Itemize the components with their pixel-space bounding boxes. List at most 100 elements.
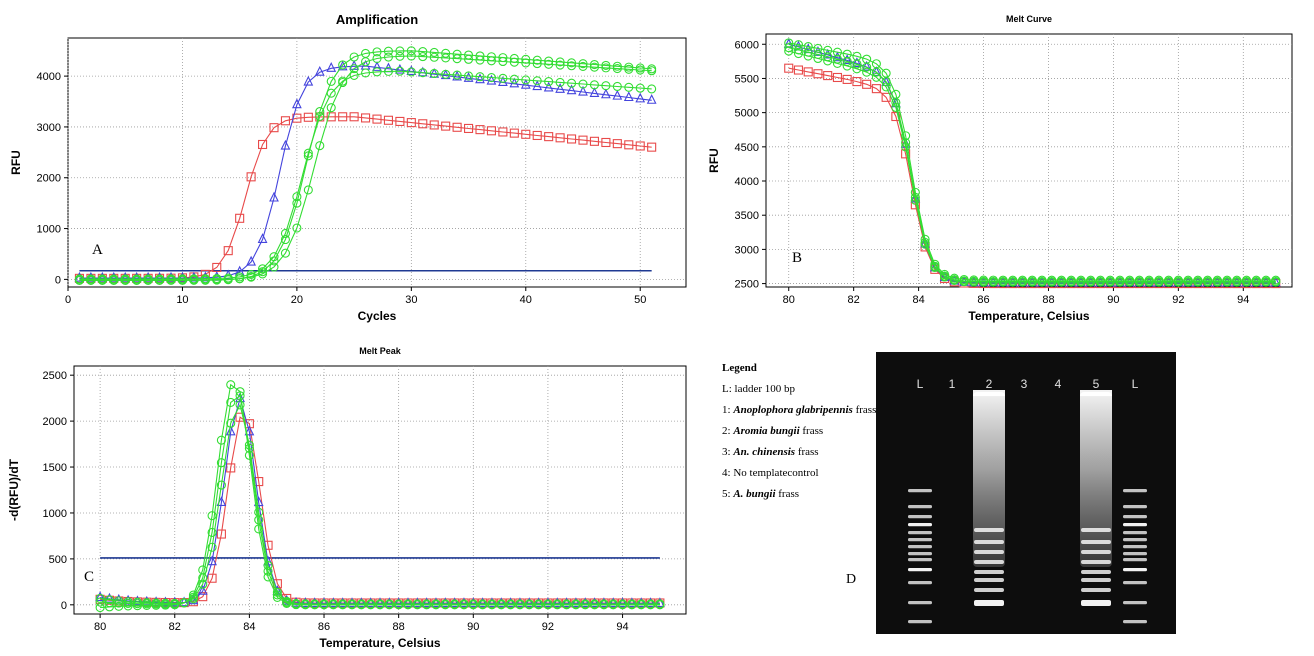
melt-peak-series-4-point [114,598,124,608]
amplification-series-4-point [578,61,588,72]
amplification-series-5-point [258,264,268,274]
amplification-series-4-point [544,59,554,69]
melt-peak-series-5-point [272,587,282,597]
amplification-series-5-point [166,274,176,284]
amplification-series-5-point [509,74,519,84]
amplification-series-2-point [600,88,611,99]
melt-peak-series-2-point [608,597,619,607]
x-tick-label: 94 [616,621,628,633]
melt-peak-series-5-point [291,598,301,609]
x-tick-label: 50 [634,294,646,306]
melt-curve-series-4-point [871,67,881,77]
melt-curve-chart: 80 82 84 86 88 90 92 94 2500 3000 3500 4000 4500 5000… [707,14,1293,323]
amplification-series-2-point [578,85,588,96]
x-tick-label: 80 [783,294,795,306]
melt-peak-series-2-point [477,597,488,607]
amplification-series-2-point [452,70,463,81]
grid-lines [766,34,1292,287]
melt-peak-series-5-point [534,599,544,609]
gel-lane-label: 5 [1093,377,1100,391]
melt-curve-series-5-point [842,61,852,71]
melt-peak-series-4-point [226,397,236,407]
amplification-series-1-point [452,122,462,132]
amplification-series-1-point [589,136,599,146]
melt-peak-series-2-point [617,597,628,607]
melt-curve-series-3-point [813,43,823,53]
amplification-series-5-point [326,88,336,98]
amplification-series-4-point [464,54,474,64]
amplification-series-5-point [177,274,187,284]
melt-curve-series-5-point [1017,277,1028,287]
amplification-series-3-point [544,56,554,66]
amplification-series-2-point [589,87,600,97]
amplification-series-2-point [486,74,497,85]
melt-peak-series-2-point [365,597,376,607]
melt-curve-series-4-point [784,43,794,53]
amplification-series-4-point [246,272,256,282]
melt-peak-series-2-point [449,597,460,607]
melt-curve-series-5-point [1222,277,1232,287]
melt-curve-series-5-point [1144,277,1154,287]
melt-peak-series-5-point [590,599,600,609]
melt-peak-series-5-point [198,579,208,589]
melt-curve-series-2-point [832,51,843,62]
melt-curve-series-5-point [1261,277,1271,287]
melt-peak-series-5-point [95,593,105,603]
legend-item-key: 2: [722,425,734,437]
melt-peak-series-5-point [487,599,497,609]
amplification-series-3-point [326,76,336,86]
melt-peak-series-5-point [104,595,115,605]
y-axis-label: -d(RFU)/dT [7,458,21,521]
x-tick-label: 80 [94,621,106,633]
melt-curve-series-5-point [1086,277,1096,287]
melt-peak-series-5-point [347,599,357,609]
amplification-series-3-point [441,48,451,58]
amplification-series-1-point [601,137,611,148]
amplification-series-4-point [292,223,302,233]
legend-item-text: frass [852,404,877,416]
amplification-series-1-point [532,130,542,141]
melt-curve-series-1-point [871,84,881,94]
melt-peak-series-2-point [496,597,507,607]
amplification-series-1-point [223,246,233,256]
legend-item: 5: A. bungii frass [722,488,882,501]
melt-peak-series-2-point [636,597,647,607]
amplification-series-3-point [601,60,611,70]
melt-peak-series-5-point [226,418,236,428]
panel-letter-d: D [846,572,857,587]
melt-peak-series-5-point [319,599,329,609]
amplification-series-2-point [406,65,417,75]
melt-peak-series-2-point [468,597,479,607]
melt-curve-series-5-point [1095,277,1105,287]
melt-peak-series-4-point [104,598,115,608]
amplification-series-2-point [372,61,382,71]
melt-curve-series-5-point [1027,277,1037,287]
melt-peak-series-2-point [197,584,208,595]
amplification-series-2-point [303,75,314,86]
amplification-series-5-point [223,273,233,283]
legend-item-key: L: [722,383,735,395]
amplification-series-1-point [521,129,531,139]
x-axis-label: Temperature, Celsius [319,636,440,650]
amplification-series-5-point [383,66,393,76]
melt-curve-series-5-point [803,51,813,61]
amplification-series-5-point [120,274,130,284]
amplification-series-2-point [246,255,257,266]
amplification-series-3-point [612,61,622,71]
amplification-series-5-point [464,71,474,81]
amplification-series-4-point [269,262,279,272]
gel-lane-label: 2 [986,377,993,391]
amplification-series-1-point [429,120,439,130]
melt-curve-series-5-point [969,277,979,287]
melt-curve-series-3-point [901,131,911,141]
legend-item: 4: No templatecontrol [722,467,882,480]
melt-peak-series-5-point [478,599,488,609]
x-tick-label: 94 [1237,294,1249,306]
amplification-series-4-point [612,64,622,74]
amplification-series-1-point [326,112,336,122]
amplification-series-1-point [395,116,405,126]
amplification-series-2-point [257,233,268,243]
y-axis-label: RFU [707,148,721,173]
melt-peak-series-4-point [207,527,217,537]
amplification-series-1-point [349,112,359,122]
